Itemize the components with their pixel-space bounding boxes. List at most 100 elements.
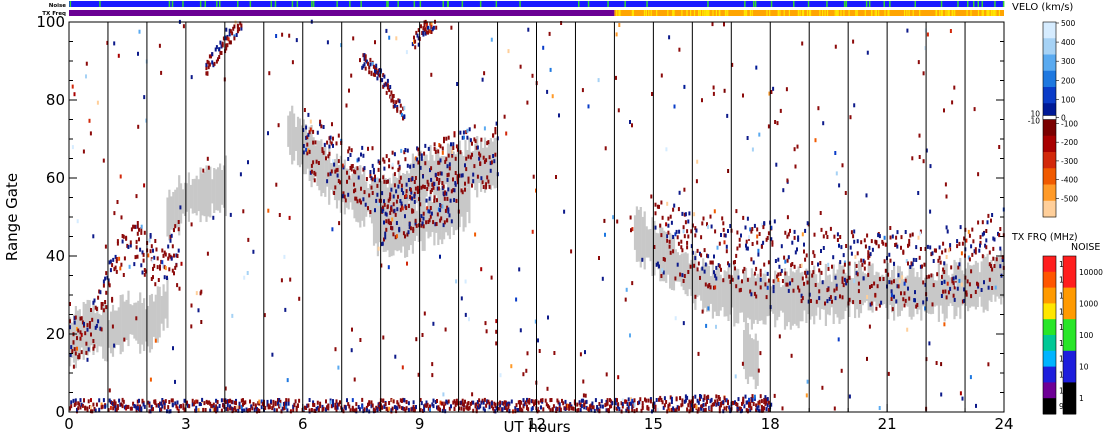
noise-scale-swatch xyxy=(1063,256,1076,289)
ground-scatter-mark xyxy=(670,234,674,290)
echo-mark xyxy=(413,191,416,196)
echo-mark xyxy=(918,155,921,159)
echo-mark xyxy=(381,405,384,410)
echo-mark xyxy=(402,106,405,111)
echo-mark xyxy=(476,400,479,405)
echo-mark xyxy=(472,400,475,405)
echo-mark xyxy=(106,40,109,45)
echo-mark xyxy=(765,398,768,402)
velocity-scale-swatch xyxy=(1043,168,1056,185)
noise-status-tick xyxy=(274,1,277,7)
ground-scatter-mark xyxy=(842,265,845,320)
txfreq-status-tick xyxy=(912,10,914,16)
echo-mark xyxy=(432,321,435,326)
echo-mark xyxy=(388,406,391,411)
echo-mark xyxy=(90,332,92,337)
ground-scatter-mark xyxy=(472,150,475,184)
txfreq-status-tick xyxy=(941,10,943,16)
echo-mark xyxy=(662,270,665,275)
echo-mark xyxy=(251,406,254,411)
echo-mark xyxy=(696,159,699,164)
echo-mark xyxy=(390,398,393,402)
ground-scatter-mark xyxy=(754,277,757,320)
echo-mark xyxy=(274,400,277,405)
echo-mark xyxy=(742,93,744,98)
ground-scatter-mark xyxy=(209,166,212,218)
echo-mark xyxy=(430,177,433,182)
noise-status-tick xyxy=(868,1,871,7)
echo-mark xyxy=(411,209,414,214)
echo-mark xyxy=(951,279,954,284)
echo-mark xyxy=(140,224,143,229)
echo-mark xyxy=(614,397,617,402)
echo-mark xyxy=(233,400,236,405)
echo-mark xyxy=(442,184,445,189)
echo-mark xyxy=(174,265,177,270)
echo-mark xyxy=(852,234,855,239)
ground-scatter-mark xyxy=(72,314,76,363)
ground-scatter-mark xyxy=(984,256,987,310)
echo-mark xyxy=(606,408,609,413)
echo-mark xyxy=(988,250,991,255)
echo-mark xyxy=(232,407,235,412)
echo-mark xyxy=(675,229,678,234)
echo-mark xyxy=(166,409,168,414)
echo-mark xyxy=(303,405,306,410)
noise-status-tick xyxy=(883,1,885,7)
echo-mark xyxy=(445,136,448,141)
echo-mark xyxy=(206,400,209,405)
echo-mark xyxy=(76,219,79,224)
echo-mark xyxy=(454,401,457,406)
noise-status-tick xyxy=(199,1,202,7)
echo-mark xyxy=(959,391,962,396)
echo-mark xyxy=(348,146,351,151)
ground-scatter-mark xyxy=(727,267,730,321)
echo-mark xyxy=(485,182,488,187)
echo-mark xyxy=(766,285,769,290)
ground-scatter-mark xyxy=(318,140,321,191)
echo-mark xyxy=(877,244,880,249)
txfreq-status-tick xyxy=(954,10,956,16)
ground-scatter-mark xyxy=(928,275,931,314)
txfreq-status-tick xyxy=(801,10,804,16)
echo-mark xyxy=(342,409,345,414)
velocity-scale-swatch xyxy=(1043,22,1056,39)
echo-mark xyxy=(411,406,414,411)
echo-mark xyxy=(700,404,703,409)
echo-mark xyxy=(839,260,842,265)
noise-scale-tick-label: 100 xyxy=(1079,331,1094,340)
echo-mark xyxy=(868,261,871,266)
ground-scatter-mark xyxy=(205,165,208,222)
noise-scale-swatch xyxy=(1063,287,1076,320)
echo-mark xyxy=(294,399,297,404)
echo-mark xyxy=(182,405,185,410)
echo-mark xyxy=(766,403,769,408)
echo-mark xyxy=(483,397,486,402)
echo-mark xyxy=(121,234,124,238)
echo-mark xyxy=(974,250,977,255)
echo-mark xyxy=(662,405,665,410)
echo-mark xyxy=(961,396,964,401)
echo-mark xyxy=(441,150,444,155)
echo-mark xyxy=(149,377,152,382)
echo-mark xyxy=(92,346,95,351)
ground-scatter-mark xyxy=(400,175,403,213)
ground-scatter-mark xyxy=(904,276,907,306)
echo-mark xyxy=(377,404,380,409)
echo-mark xyxy=(105,290,108,295)
echo-mark xyxy=(386,205,389,210)
echo-mark xyxy=(403,105,406,110)
echo-mark xyxy=(637,401,639,406)
echo-mark xyxy=(666,201,669,206)
txfreq-status-tick xyxy=(987,10,989,16)
echo-mark xyxy=(638,400,641,405)
echo-mark xyxy=(840,368,843,373)
echo-mark xyxy=(645,398,648,403)
echo-mark xyxy=(673,408,676,413)
x-tick-label: 9 xyxy=(415,415,425,433)
echo-mark xyxy=(997,231,999,236)
ground-scatter-mark xyxy=(752,339,755,380)
echo-mark xyxy=(512,409,514,414)
echo-mark xyxy=(916,303,919,307)
txfreq-status-tick xyxy=(724,10,727,16)
